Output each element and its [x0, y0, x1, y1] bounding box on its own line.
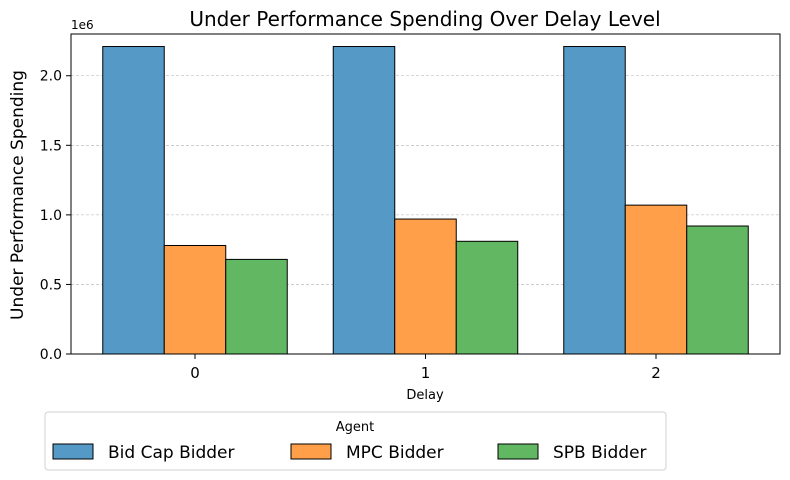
legend-label: Bid Cap Bidder	[108, 443, 234, 463]
bar-spb-bidder-0	[225, 258, 288, 355]
legend-swatch	[497, 443, 539, 460]
bar-mpc-bidder-1	[394, 218, 457, 355]
legend-swatch	[52, 443, 94, 460]
legend-title: Agent	[336, 420, 374, 435]
y-axis-label: Under Performance Spending	[8, 70, 28, 320]
bars	[102, 46, 749, 355]
x-axis-label: Delay	[406, 388, 444, 403]
bar-bid-cap-bidder-1	[332, 46, 396, 355]
y-tick-label: 1.0	[40, 208, 62, 224]
x-axis-ticks: 0 1 2	[190, 354, 661, 382]
legend: Agent Bid Cap Bidder MPC Bidder SPB Bidder	[44, 411, 667, 471]
y-tick-label: 0.0	[40, 347, 62, 363]
x-tick-label: 2	[651, 364, 661, 382]
legend-items: Bid Cap Bidder MPC Bidder SPB Bidder	[52, 443, 647, 463]
bar-mpc-bidder-2	[624, 204, 688, 355]
bar-spb-bidder-1	[455, 240, 519, 355]
y-axis-offset-label: 1e6	[71, 18, 94, 32]
bar-bid-cap-bidder-2	[563, 46, 626, 355]
y-axis-ticks: 0.0 0.5 1.0 1.5 2.0	[40, 69, 71, 363]
y-tick-label: 2.0	[40, 69, 62, 85]
x-tick-label: 0	[190, 364, 200, 382]
y-tick-label: 0.5	[40, 277, 62, 293]
bar-mpc-bidder-0	[163, 244, 227, 355]
bar-spb-bidder-2	[686, 225, 749, 355]
legend-label: MPC Bidder	[346, 443, 444, 463]
y-tick-label: 1.5	[40, 138, 62, 154]
x-tick-label: 1	[421, 364, 431, 382]
legend-swatch	[290, 443, 332, 460]
legend-label: SPB Bidder	[553, 443, 647, 463]
chart-title: Under Performance Spending Over Delay Le…	[189, 7, 660, 31]
bar-bid-cap-bidder-0	[102, 46, 165, 355]
